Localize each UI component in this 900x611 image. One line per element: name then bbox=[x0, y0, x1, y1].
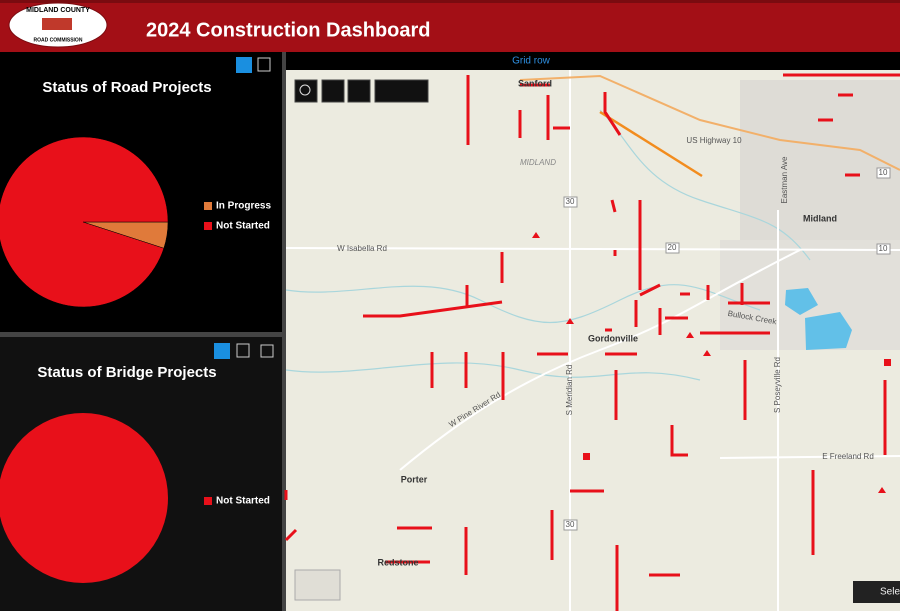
pie-slice bbox=[0, 413, 168, 583]
urban-area bbox=[740, 80, 900, 240]
map[interactable]: Sanford MIDLAND Midland Gordonville Port… bbox=[284, 70, 900, 611]
map-label: S Meridian Rd bbox=[565, 365, 574, 416]
lake bbox=[785, 288, 818, 315]
chart-title: Status of Road Projects bbox=[42, 79, 211, 96]
chart-title: Status of Bridge Projects bbox=[37, 364, 216, 381]
options-button[interactable] bbox=[260, 344, 274, 358]
map-label: Porter bbox=[401, 474, 428, 484]
route-shield bbox=[876, 167, 891, 179]
page-title: 2024 Construction Dashboard bbox=[146, 19, 431, 41]
route-shield bbox=[563, 519, 578, 531]
select-button-label: Selec bbox=[880, 587, 900, 598]
icon bbox=[299, 84, 311, 96]
legend-swatch bbox=[204, 202, 212, 210]
map-label: Gordonville bbox=[588, 333, 638, 343]
map-label: E Freeland Rd bbox=[822, 452, 874, 461]
map-label: 30 bbox=[566, 197, 575, 206]
map-label: US Highway 10 bbox=[686, 136, 742, 145]
legend-label: Not Started bbox=[216, 496, 270, 507]
clear-button[interactable] bbox=[236, 343, 250, 358]
header-edge bbox=[0, 0, 900, 3]
selection-button[interactable] bbox=[236, 57, 252, 73]
selection-button[interactable] bbox=[214, 343, 230, 359]
map-label: Eastman Ave bbox=[780, 156, 789, 204]
overview-map bbox=[294, 569, 341, 601]
route-shield bbox=[876, 243, 891, 255]
map-label: 10 bbox=[879, 168, 888, 177]
map-label: 10 bbox=[879, 244, 888, 253]
river bbox=[599, 109, 811, 261]
legend-swatch bbox=[204, 497, 212, 505]
legend-label: Not Started bbox=[216, 221, 270, 232]
road bbox=[399, 249, 801, 471]
map-label: Sanford bbox=[518, 78, 552, 88]
panel-divider bbox=[282, 52, 286, 611]
legend-label: In Progress bbox=[216, 201, 271, 212]
map-label: Redstone bbox=[377, 557, 418, 567]
map-label: Midland bbox=[803, 213, 837, 223]
logo-text: MIDLAND COUNTY bbox=[26, 7, 90, 14]
basemap-button[interactable] bbox=[347, 79, 371, 103]
header-bar bbox=[0, 0, 900, 52]
road bbox=[285, 247, 900, 251]
select-button[interactable] bbox=[853, 581, 900, 603]
pie-slice bbox=[0, 136, 169, 308]
highway bbox=[599, 110, 703, 178]
search-button[interactable] bbox=[294, 79, 318, 103]
lake bbox=[805, 312, 852, 350]
logo-truck bbox=[42, 18, 72, 30]
map-label: 30 bbox=[566, 520, 575, 529]
road bbox=[719, 455, 900, 459]
map-label: S Poseyville Rd bbox=[773, 357, 782, 413]
bridge-marker bbox=[583, 453, 590, 460]
clear-button[interactable] bbox=[257, 57, 271, 72]
river bbox=[285, 362, 701, 381]
select-tool[interactable] bbox=[374, 79, 429, 103]
highway bbox=[519, 74, 900, 171]
panel-divider bbox=[0, 332, 282, 337]
river bbox=[285, 284, 761, 323]
map-label: W Isabella Rd bbox=[337, 244, 387, 253]
map-label: MIDLAND bbox=[520, 158, 556, 167]
logo-text: ROAD COMMISSION bbox=[34, 37, 83, 43]
project-segment bbox=[284, 73, 900, 611]
route-shield bbox=[665, 242, 680, 254]
layers-button[interactable] bbox=[321, 79, 345, 103]
bridge-marker bbox=[884, 359, 891, 366]
legend-swatch bbox=[204, 222, 212, 230]
route-shield bbox=[563, 196, 578, 208]
grid-row-label: Grid row bbox=[512, 56, 551, 67]
map-label: 20 bbox=[668, 243, 677, 252]
grid-row-bar bbox=[286, 52, 900, 70]
